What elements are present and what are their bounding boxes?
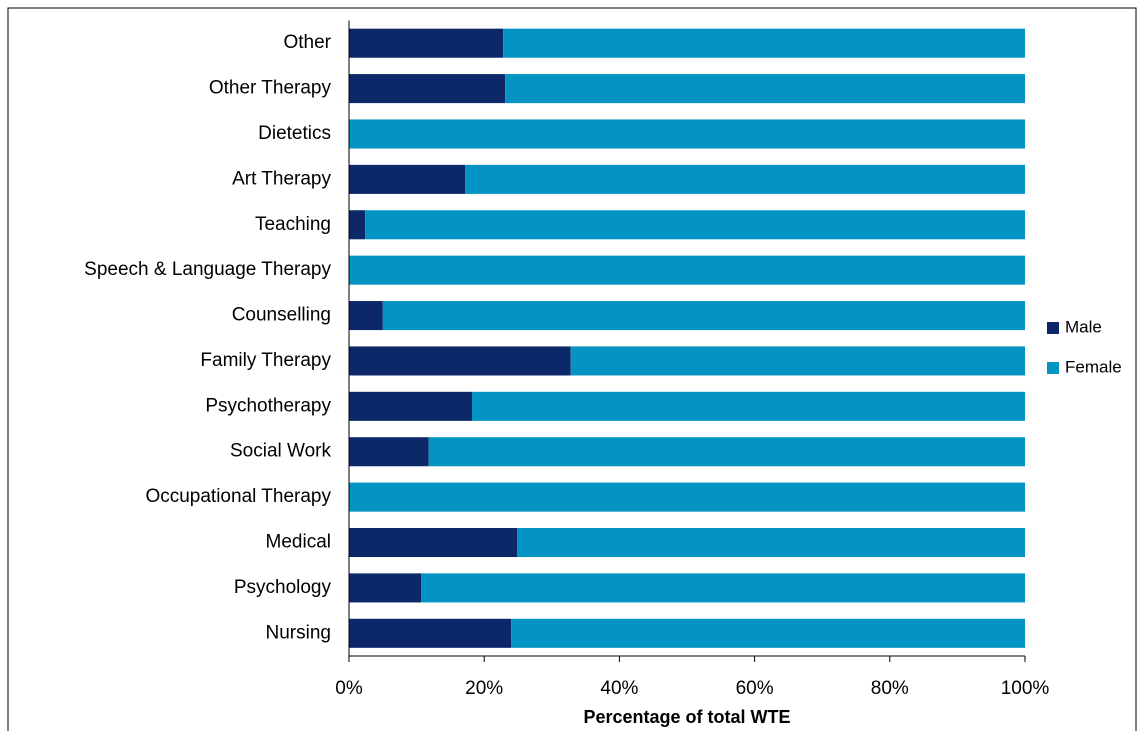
- y-tick-label: Other Therapy: [209, 78, 332, 99]
- bar-segment: [349, 119, 1025, 149]
- x-axis-title: Percentage of total WTE: [583, 707, 790, 727]
- x-tick-label: 20%: [465, 678, 503, 699]
- bar-segment: [349, 255, 1025, 285]
- bar-segment: [349, 391, 473, 421]
- y-tick-label: Medical: [266, 532, 331, 553]
- legend-swatch: [1047, 362, 1059, 374]
- bar-segment: [428, 437, 1025, 467]
- x-tick-label: 60%: [736, 678, 774, 699]
- y-tick-label: Psychotherapy: [205, 395, 331, 416]
- bar-segment: [472, 391, 1026, 421]
- x-tick-label: 100%: [1001, 678, 1050, 699]
- y-tick-label: Family Therapy: [200, 350, 331, 371]
- bar-segment: [349, 482, 1025, 512]
- bar-segment: [349, 164, 466, 194]
- y-tick-label: Counselling: [232, 305, 331, 326]
- y-tick-label: Speech & Language Therapy: [84, 259, 331, 280]
- bar-segment: [349, 437, 429, 467]
- legend-label: Male: [1065, 317, 1102, 336]
- bar-segment: [349, 618, 512, 648]
- bar-segment: [349, 210, 366, 240]
- bar-segment: [349, 573, 422, 603]
- bar-segment: [421, 573, 1025, 603]
- frame: [7, 7, 1137, 731]
- x-tick-label: 0%: [335, 678, 363, 699]
- x-tick-label: 40%: [600, 678, 638, 699]
- bar-segment: [349, 28, 504, 58]
- bar-segment: [349, 301, 383, 331]
- bar-segment: [365, 210, 1025, 240]
- bar-segment: [349, 346, 571, 376]
- bar-segment: [382, 301, 1025, 331]
- x-tick-label: 80%: [871, 678, 909, 699]
- y-tick-label: Occupational Therapy: [145, 486, 331, 507]
- bar-segment: [517, 527, 1025, 558]
- y-tick-label: Other: [283, 32, 331, 53]
- legend-swatch: [1047, 322, 1059, 334]
- y-tick-label: Nursing: [266, 622, 331, 643]
- y-tick-label: Psychology: [234, 577, 332, 598]
- bar-segment: [349, 74, 506, 104]
- bar-segment: [349, 527, 518, 558]
- y-tick-label: Art Therapy: [232, 168, 331, 189]
- bar-segment: [511, 618, 1025, 648]
- legend-label: Female: [1065, 357, 1122, 376]
- bar-segment: [503, 28, 1025, 58]
- bar-segment: [505, 74, 1025, 104]
- bar-segment: [570, 346, 1025, 376]
- y-tick-label: Social Work: [230, 441, 332, 462]
- y-tick-label: Teaching: [255, 214, 331, 235]
- bar-segment: [465, 164, 1026, 194]
- y-tick-label: Dietetics: [258, 123, 331, 144]
